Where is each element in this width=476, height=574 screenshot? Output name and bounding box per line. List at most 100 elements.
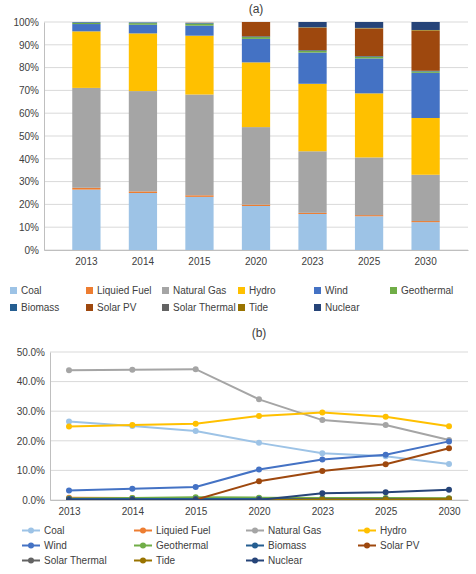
y-tick: 10.0% [17, 465, 50, 476]
x-tick: 2030 [438, 500, 461, 517]
legend-item: Nuclear [246, 555, 303, 566]
y-tick-label: 40% [19, 154, 39, 165]
marker [193, 497, 199, 500]
marker [446, 496, 452, 500]
bar-segment [298, 51, 326, 53]
marker [129, 497, 135, 500]
line [69, 412, 449, 426]
legend-swatch [86, 287, 93, 294]
marker [383, 422, 389, 428]
plot-area [66, 366, 452, 500]
marker [446, 496, 452, 500]
legend-item: Tide [238, 302, 269, 313]
legend-label: Solar PV [380, 540, 420, 551]
x-tick-label: 2013 [75, 256, 98, 267]
marker [256, 467, 262, 473]
x-tick-label: 2023 [301, 256, 324, 267]
legend-item: Wind [22, 540, 67, 551]
marker [66, 497, 72, 500]
marker [129, 367, 135, 373]
bar-segment [242, 37, 270, 39]
bar-segment [411, 118, 439, 175]
bar-segment [355, 22, 383, 28]
bar-segment [185, 22, 213, 23]
legend-item: Geothermal [134, 540, 208, 551]
bar-series [72, 22, 439, 71]
y-tick: 20.0% [17, 436, 50, 447]
bar-segment [298, 28, 326, 50]
line-series [66, 409, 452, 429]
bar-segment [411, 73, 439, 118]
bar-segment [355, 58, 383, 93]
line [69, 448, 449, 500]
bar-segment [411, 175, 439, 221]
bar-segment [411, 222, 439, 250]
bar-segment [242, 22, 270, 23]
bar-segment [72, 22, 100, 23]
bar-segment [411, 221, 439, 222]
legend-label: Nuclear [268, 555, 303, 566]
bar-series [298, 22, 439, 30]
line-series [66, 438, 452, 493]
bar-segment [298, 27, 326, 28]
marker [446, 445, 452, 451]
bar-segment [129, 22, 157, 23]
marker [256, 497, 262, 500]
chart-title: (a) [249, 2, 264, 16]
bar-segment [185, 26, 213, 36]
y-tick: 60% [19, 108, 44, 119]
marker [319, 468, 325, 474]
grid-line [50, 381, 468, 382]
legend-swatch [10, 304, 17, 311]
marker [193, 484, 199, 490]
legend-label: Coal [44, 525, 65, 536]
x-tick-label: 2023 [312, 506, 335, 517]
bar-segment [411, 31, 439, 71]
marker [66, 424, 72, 430]
y-tick-label: 40.0% [17, 376, 45, 387]
bar-segment [411, 22, 439, 30]
bar-segment [72, 31, 100, 88]
x-tick: 2015 [188, 250, 211, 267]
legend-swatch [86, 304, 93, 311]
bar-segment [298, 151, 326, 213]
legend-marker [140, 528, 146, 534]
legend-label: Geothermal [156, 540, 208, 551]
x-tick-label: 2014 [132, 256, 155, 267]
marker [129, 497, 135, 500]
x-tick: 2013 [75, 250, 98, 267]
marker [383, 414, 389, 420]
x-tick: 2023 [301, 250, 324, 267]
x-tick-label: 2025 [375, 506, 398, 517]
bar-segment [72, 22, 100, 23]
legend-swatch [238, 287, 245, 294]
legend-marker [28, 543, 34, 549]
line-series [66, 445, 452, 500]
y-axis-line [44, 23, 45, 251]
bar-segment [129, 25, 157, 34]
marker [129, 422, 135, 428]
legend-label: Biomass [21, 302, 59, 313]
x-tick-label: 2013 [58, 506, 81, 517]
marker [319, 496, 325, 500]
marker [193, 421, 199, 427]
legend-item: Biomass [10, 302, 59, 313]
bar-segment [185, 22, 213, 23]
grid [50, 352, 468, 500]
bar-segment [72, 22, 100, 23]
bar-segment [129, 22, 157, 23]
bar-segment [242, 205, 270, 206]
legend-label: Natural Gas [173, 285, 226, 296]
bar-segment [242, 127, 270, 205]
marker [66, 367, 72, 373]
legend-label: Nuclear [325, 302, 360, 313]
bar-segment [355, 157, 383, 215]
x-axis: 2013201420152020202320252030 [51, 500, 469, 517]
bar-segment [72, 88, 100, 188]
marker [383, 461, 389, 467]
bar-series [72, 24, 439, 118]
x-tick: 2013 [58, 500, 81, 517]
y-tick: 0.0% [22, 495, 50, 506]
marker [383, 489, 389, 495]
marker [446, 461, 452, 467]
